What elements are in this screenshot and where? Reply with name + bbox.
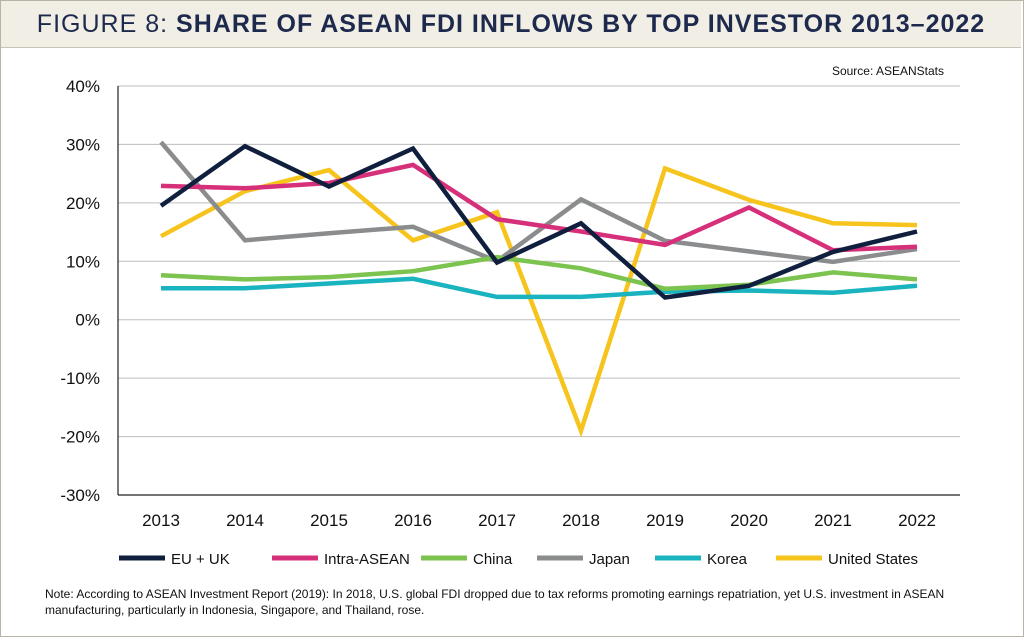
series-line-united-states bbox=[159, 165, 918, 438]
legend-label: Intra-ASEAN bbox=[324, 551, 410, 568]
x-tick-label: 2020 bbox=[730, 511, 768, 530]
legend-label: EU + UK bbox=[171, 551, 230, 568]
figure-number: FIGURE 8: bbox=[36, 9, 169, 38]
x-tick-label: 2013 bbox=[142, 511, 180, 530]
x-tick-label: 2017 bbox=[478, 511, 516, 530]
figure-heading: SHARE OF ASEAN FDI INFLOWS BY TOP INVEST… bbox=[176, 9, 986, 38]
legend-label: United States bbox=[828, 551, 918, 568]
x-axis-ticks: 2013 2014 2015 2016 2017 2018 2019 2020 2021 2022 bbox=[142, 511, 936, 530]
y-tick-label: 40% bbox=[66, 77, 100, 96]
footnote: Note: According to ASEAN Investment Repo… bbox=[45, 587, 945, 617]
x-tick-label: 2021 bbox=[814, 511, 852, 530]
series-line-eu-uk bbox=[159, 143, 918, 300]
x-tick-label: 2022 bbox=[898, 511, 936, 530]
x-tick-label: 2018 bbox=[562, 511, 600, 530]
y-tick-label: 10% bbox=[66, 252, 100, 271]
y-tick-label: 30% bbox=[66, 135, 100, 154]
x-tick-label: 2014 bbox=[226, 511, 264, 530]
series-lines bbox=[159, 140, 918, 438]
legend-label: Japan bbox=[589, 551, 630, 568]
legend-label: China bbox=[473, 551, 513, 568]
y-tick-label: 20% bbox=[66, 194, 100, 213]
series-line-japan bbox=[159, 140, 918, 265]
y-tick-label: -30% bbox=[60, 486, 100, 505]
y-tick-label: -20% bbox=[60, 428, 100, 447]
x-tick-label: 2019 bbox=[646, 511, 684, 530]
x-tick-label: 2016 bbox=[394, 511, 432, 530]
legend: EU + UK Intra-ASEAN China Japan Korea United … bbox=[119, 551, 918, 568]
y-axis-ticks: 40% 30% 20% 10% 0% -10% -20% -30% bbox=[60, 77, 100, 505]
series-line-intra-asean bbox=[160, 162, 918, 253]
figure-title: FIGURE 8: SHARE OF ASEAN FDI INFLOWS BY … bbox=[1, 1, 1021, 48]
source-label: Source: ASEANStats bbox=[832, 64, 944, 78]
x-tick-label: 2015 bbox=[310, 511, 348, 530]
series-line-china bbox=[160, 254, 918, 291]
series-line-korea bbox=[161, 276, 918, 300]
legend-label: Korea bbox=[707, 551, 748, 568]
y-tick-label: 0% bbox=[75, 311, 100, 330]
y-tick-label: -10% bbox=[60, 369, 100, 388]
